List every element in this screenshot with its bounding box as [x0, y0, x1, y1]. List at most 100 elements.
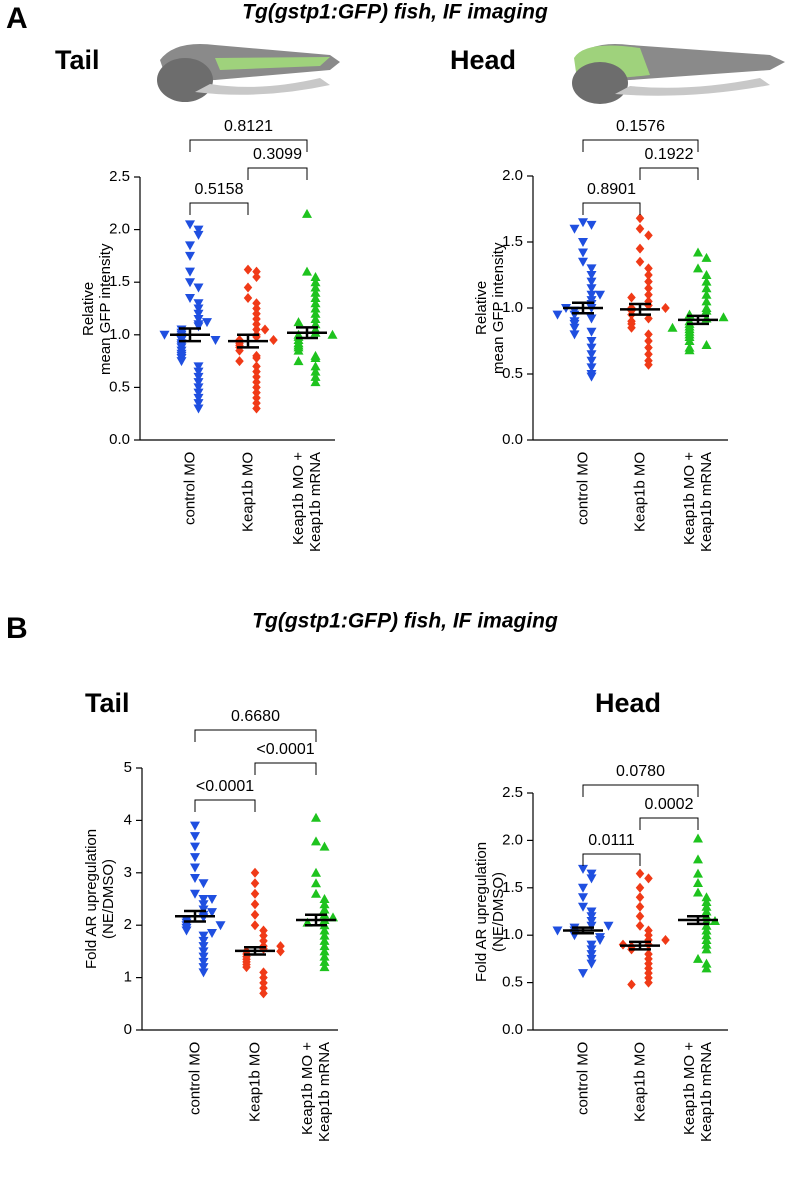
- p-value-label: 0.0002: [645, 796, 694, 813]
- data-point: [693, 868, 703, 878]
- data-point: [252, 382, 261, 393]
- data-point: [701, 289, 712, 299]
- data-point: [552, 310, 563, 320]
- data-point: [193, 404, 204, 414]
- data-point: [319, 894, 330, 903]
- data-point: [319, 841, 330, 851]
- data-point: [252, 324, 261, 335]
- data-point: [586, 372, 597, 382]
- data-point: [586, 940, 597, 950]
- data-point: [644, 230, 653, 241]
- data-point: [718, 312, 729, 322]
- data-point: [198, 900, 209, 910]
- data-point: [310, 371, 321, 381]
- x-tick-label: control MO: [181, 452, 199, 526]
- data-point: [569, 323, 580, 333]
- y-tick-label: 1.0: [502, 926, 523, 943]
- data-point: [207, 908, 217, 918]
- data-point: [603, 921, 614, 931]
- y-axis-label: Fold AR upregulation (NE/DMSO): [83, 828, 117, 970]
- data-point: [311, 878, 321, 888]
- data-point: [235, 356, 244, 367]
- data-point: [190, 863, 200, 873]
- data-point: [586, 921, 597, 931]
- data-point: [252, 371, 261, 382]
- data-point: [159, 330, 170, 340]
- y-tick-label: 1.5: [502, 879, 523, 896]
- data-point: [252, 366, 261, 377]
- data-point: [319, 899, 330, 909]
- data-point: [260, 324, 270, 335]
- data-point: [176, 357, 187, 367]
- data-point: [319, 925, 330, 935]
- data-point: [701, 958, 712, 968]
- data-point: [259, 925, 268, 936]
- data-point: [311, 867, 321, 877]
- data-point: [198, 947, 209, 957]
- data-point: [586, 959, 597, 969]
- data-point: [701, 276, 712, 286]
- y-tick-label: 0.5: [502, 974, 523, 991]
- data-point: [250, 920, 260, 931]
- data-point: [252, 392, 261, 403]
- data-point: [250, 899, 260, 910]
- data-point: [185, 278, 195, 288]
- data-point: [250, 867, 260, 878]
- data-point: [190, 874, 200, 884]
- data-point: [310, 314, 321, 324]
- data-point: [243, 264, 253, 275]
- data-point: [635, 882, 645, 893]
- p-value-label: 0.3099: [253, 146, 302, 163]
- data-point: [693, 953, 703, 963]
- data-point: [319, 930, 330, 940]
- data-point: [193, 372, 204, 382]
- data-point: [259, 983, 268, 994]
- data-point: [190, 853, 200, 863]
- data-point: [198, 879, 209, 889]
- data-point: [635, 213, 645, 224]
- p-value-label: 0.1576: [616, 118, 665, 135]
- fish-head-icon: [572, 44, 785, 104]
- data-point: [586, 337, 597, 346]
- y-tick-label: 0.5: [109, 378, 130, 395]
- data-point: [586, 916, 597, 926]
- data-point: [635, 256, 645, 267]
- data-point: [193, 383, 204, 393]
- data-point: [193, 230, 204, 240]
- x-tick-label: Keap1b MO: [239, 452, 257, 533]
- data-point: [319, 946, 330, 956]
- data-point: [586, 363, 597, 373]
- data-point: [193, 399, 204, 409]
- data-point: [586, 327, 597, 337]
- data-point: [595, 935, 605, 945]
- data-point: [578, 902, 588, 912]
- data-point: [586, 277, 597, 287]
- data-point: [569, 330, 580, 340]
- data-point: [310, 377, 321, 387]
- data-point: [701, 252, 712, 262]
- y-tick-label: 0.5: [502, 365, 523, 382]
- panel-label: A: [6, 2, 28, 35]
- data-point: [252, 352, 261, 363]
- data-point: [310, 303, 321, 313]
- data-point: [635, 243, 645, 254]
- p-value-label: 0.1922: [645, 146, 694, 163]
- data-point: [242, 962, 251, 973]
- p-value-label: 0.0780: [616, 763, 665, 780]
- data-point: [635, 868, 645, 879]
- data-point: [198, 957, 209, 967]
- data-point: [578, 893, 588, 903]
- data-point: [586, 907, 597, 917]
- data-point: [310, 292, 321, 302]
- data-point: [311, 812, 321, 822]
- data-point: [250, 878, 260, 889]
- significance-bracket: [189, 139, 308, 152]
- data-point: [327, 329, 338, 339]
- panel-title: Tg(gstp1:GFP) fish, IF imaging: [242, 1, 548, 24]
- data-point: [701, 270, 712, 279]
- data-point: [644, 283, 653, 294]
- chart-title: Head: [595, 688, 661, 718]
- data-point: [569, 224, 580, 234]
- significance-bracket: [582, 853, 641, 866]
- x-tick-label: Keap1b MO + Keap1b mRNA: [299, 1042, 333, 1143]
